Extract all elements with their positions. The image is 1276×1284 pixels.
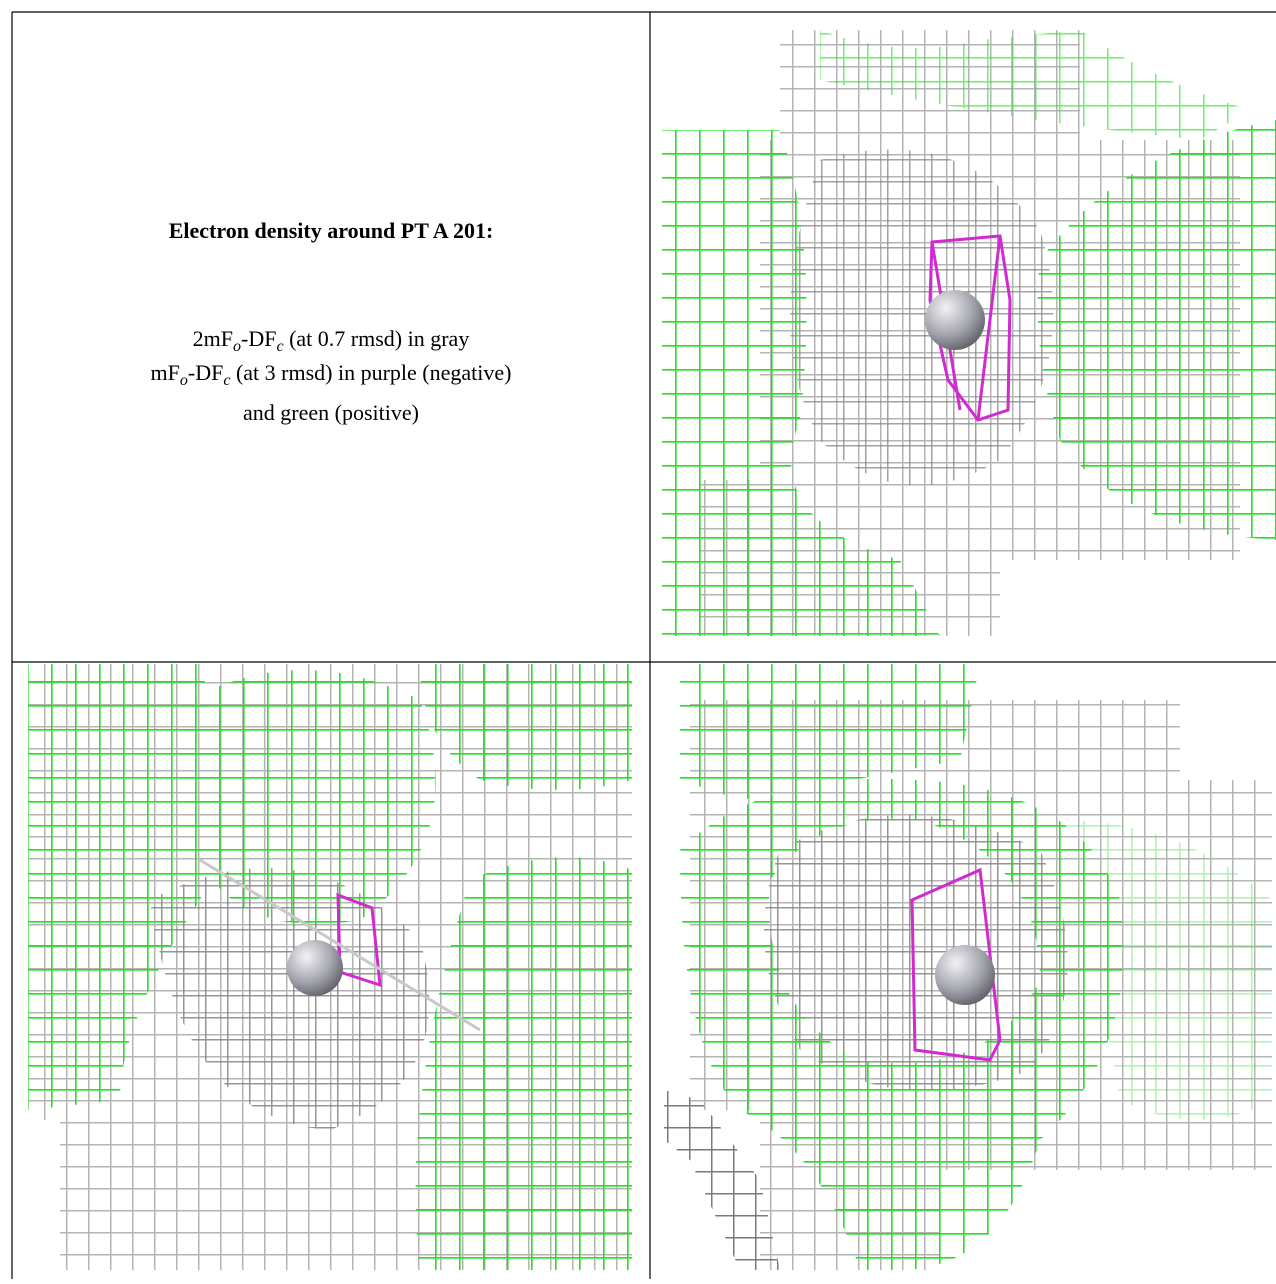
caption-line: 2mFo-DFc (at 0.7 rmsd) in gray (193, 326, 470, 355)
text-part: (at 3 rmsd) in purple (negative) (230, 360, 511, 385)
text-part: -DF (241, 326, 276, 351)
text-part: 2mF (193, 326, 233, 351)
caption-title: Electron density around PT A 201: (169, 218, 494, 243)
subscript: o (180, 372, 188, 389)
density-panel (28, 664, 632, 1270)
subscript: o (233, 338, 241, 355)
density-panel (664, 664, 1272, 1270)
text-part: mF (151, 360, 180, 385)
text-part: (at 0.7 rmsd) in gray (284, 326, 470, 351)
text-part: -DF (188, 360, 223, 385)
text-part: and green (positive) (243, 400, 419, 425)
subscript: c (223, 372, 230, 389)
table-borders (11, 11, 1276, 1279)
caption-line: mFo-DFc (at 3 rmsd) in purple (negative) (151, 360, 512, 389)
caption-line: and green (positive) (243, 400, 419, 425)
density-panel (662, 30, 1276, 636)
subscript: c (276, 338, 283, 355)
